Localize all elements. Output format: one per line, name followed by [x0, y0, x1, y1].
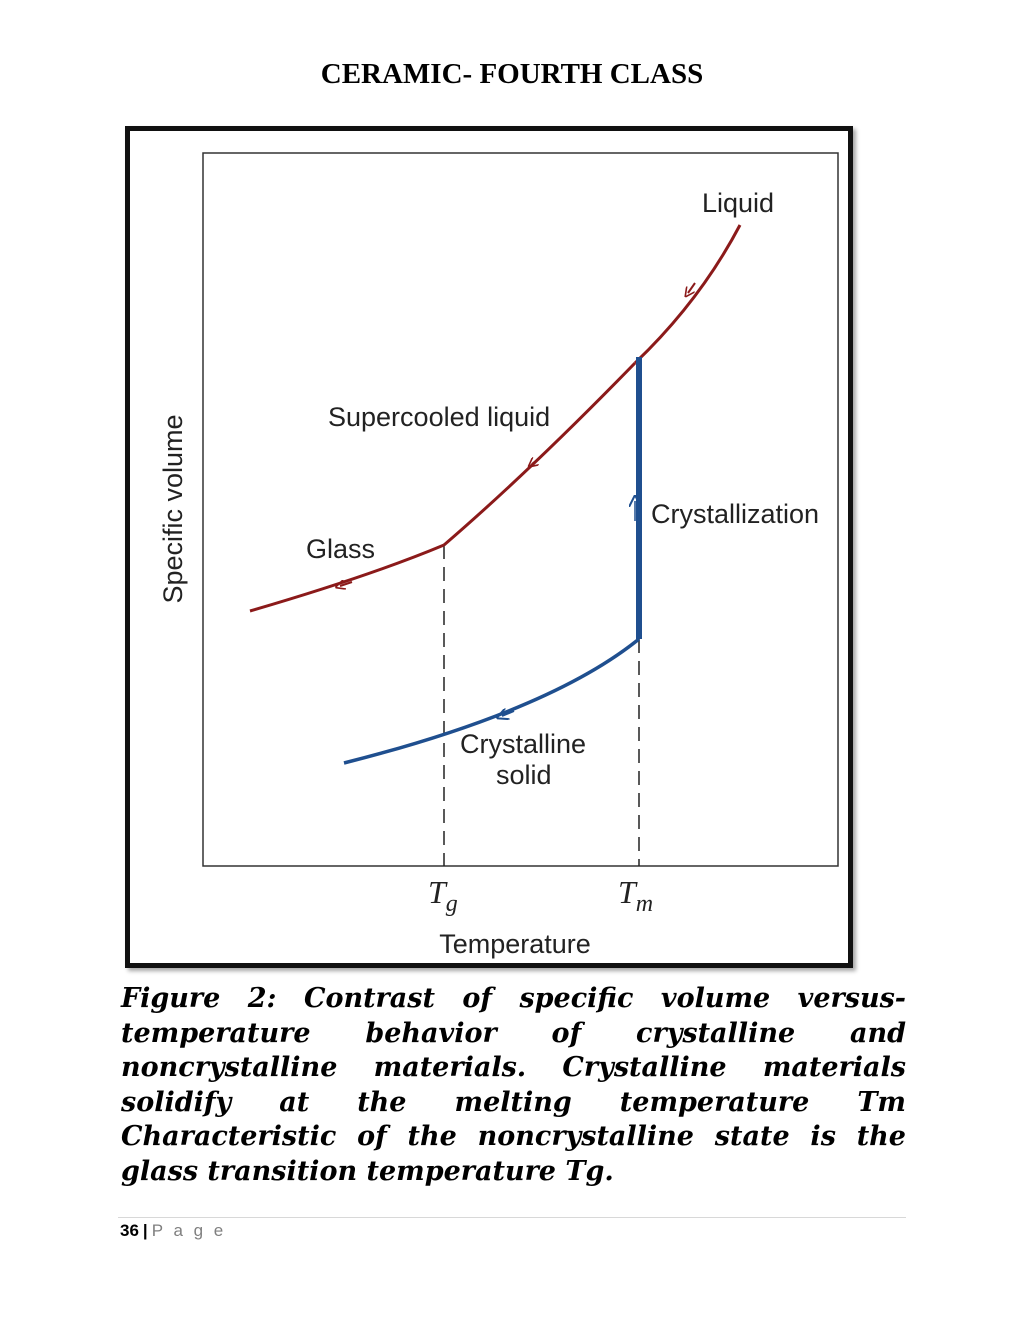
liquid-curve: [633, 224, 742, 365]
tm-subscript: m: [636, 891, 653, 917]
supercooled-arrow: [532, 455, 543, 464]
footer-divider: [118, 1217, 906, 1218]
tg-symbol: T: [428, 874, 448, 910]
glass-curve: [249, 543, 445, 613]
tg-subscript: g: [446, 891, 458, 917]
glass-label: Glass: [306, 534, 375, 564]
page-footer: 36 | P a g e: [120, 1221, 226, 1241]
supercooled-liquid-curve: [443, 361, 637, 547]
page-header: CERAMIC- FOURTH CLASS: [320, 58, 704, 90]
footer-separator: |: [142, 1221, 148, 1240]
tg-tick-label: Tg: [428, 874, 458, 917]
y-axis-label: Specific volume: [158, 414, 188, 603]
x-axis-label: Temperature: [439, 929, 591, 959]
page-label: P a g e: [151, 1221, 227, 1240]
figure-caption: Figure 2: Contrast of specific volume ve…: [121, 983, 906, 1187]
glass-arrow: [340, 582, 353, 586]
liquid-label: Liquid: [702, 188, 774, 218]
page-number: 36: [120, 1221, 139, 1240]
liquid-arrow: [688, 282, 696, 293]
crystalline-solid-label-line1: Crystalline: [460, 729, 586, 759]
crystallization-label: Crystallization: [651, 499, 819, 529]
tm-symbol: T: [618, 874, 638, 910]
tm-tick-label: Tm: [618, 874, 653, 917]
crystalline-arrow: [502, 711, 515, 716]
supercooled-liquid-label: Supercooled liquid: [328, 402, 550, 432]
plot-area: [202, 152, 839, 867]
crystalline-solid-label-line2: solid: [496, 760, 552, 790]
crystalline-solid-curve: [343, 637, 641, 765]
volume-temperature-diagram: Liquid Supercooled liquid Glass Crystall…: [158, 152, 839, 959]
figure-frame: Liquid Supercooled liquid Glass Crystall…: [125, 126, 853, 968]
